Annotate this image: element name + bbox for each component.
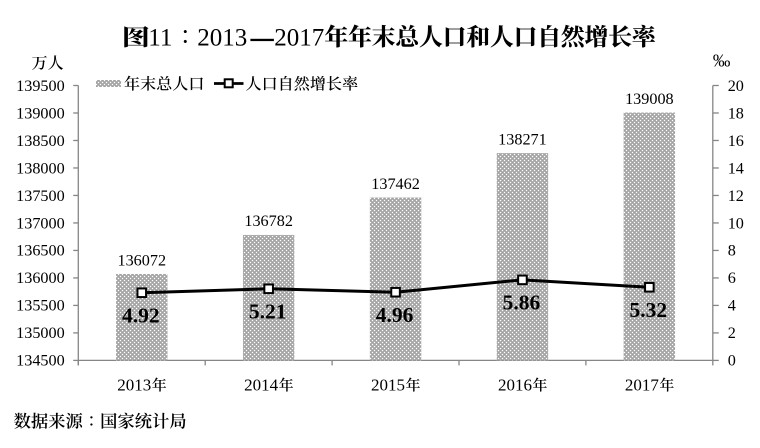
svg-text:18: 18 xyxy=(728,104,744,122)
svg-text:4: 4 xyxy=(728,297,736,315)
svg-text:2016: 2016 xyxy=(498,375,532,394)
svg-text:5.86: 5.86 xyxy=(503,291,541,315)
svg-text:136782: 136782 xyxy=(244,212,293,230)
svg-text:10: 10 xyxy=(728,214,744,232)
svg-text:5.21: 5.21 xyxy=(249,300,287,324)
svg-text:138000: 138000 xyxy=(16,159,65,177)
svg-text:16: 16 xyxy=(728,132,744,150)
svg-text:2017: 2017 xyxy=(625,375,660,394)
svg-text:139000: 139000 xyxy=(16,104,65,122)
svg-text:4.96: 4.96 xyxy=(376,303,414,327)
svg-text:136072: 136072 xyxy=(117,251,166,269)
svg-text:11: 11 xyxy=(148,24,172,51)
svg-text:2013: 2013 xyxy=(117,375,151,394)
svg-text:2013: 2013 xyxy=(197,24,247,51)
svg-text:135000: 135000 xyxy=(16,324,65,342)
svg-text:14: 14 xyxy=(728,159,744,177)
svg-text:139500: 139500 xyxy=(16,77,65,95)
svg-text:2: 2 xyxy=(728,324,736,342)
svg-text:6: 6 xyxy=(728,269,736,287)
svg-text:139008: 139008 xyxy=(625,90,674,108)
svg-text:‰: ‰ xyxy=(713,51,731,71)
svg-text:12: 12 xyxy=(728,187,744,205)
svg-text:5.32: 5.32 xyxy=(630,298,668,322)
svg-text:2017: 2017 xyxy=(274,24,324,51)
svg-text:20: 20 xyxy=(728,77,744,95)
svg-text:2015: 2015 xyxy=(371,375,405,394)
svg-text:4.92: 4.92 xyxy=(122,304,160,328)
svg-text:8: 8 xyxy=(728,242,736,260)
svg-text:136500: 136500 xyxy=(16,242,65,260)
svg-text:137000: 137000 xyxy=(16,214,65,232)
svg-text:138500: 138500 xyxy=(16,132,65,150)
svg-text:134500: 134500 xyxy=(16,352,65,370)
svg-text:137500: 137500 xyxy=(16,187,65,205)
svg-text:138271: 138271 xyxy=(498,130,547,148)
svg-text:137462: 137462 xyxy=(371,175,420,193)
svg-text:0: 0 xyxy=(728,352,736,370)
svg-text:135500: 135500 xyxy=(16,297,65,315)
svg-text:2014: 2014 xyxy=(244,375,279,394)
svg-text:136000: 136000 xyxy=(16,269,65,287)
